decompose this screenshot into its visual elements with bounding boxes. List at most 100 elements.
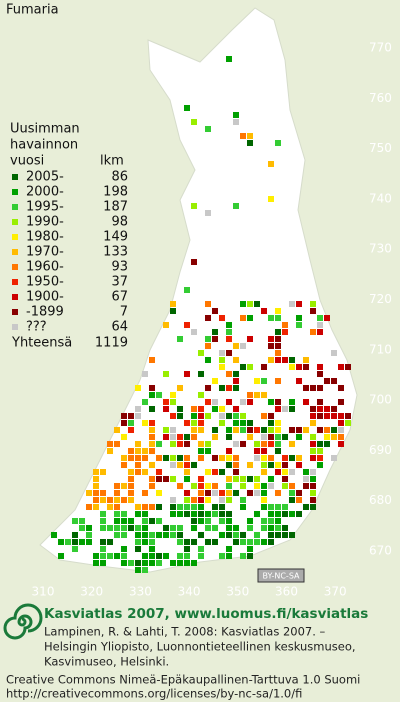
record-dot (296, 490, 302, 496)
record-dot (128, 413, 134, 419)
record-dot (317, 462, 323, 468)
record-dot (205, 413, 211, 419)
record-dot (289, 357, 295, 363)
record-dot (170, 392, 176, 398)
record-dot (205, 336, 211, 342)
record-dot (282, 504, 288, 510)
record-dot (219, 553, 225, 559)
legend-label: 1950- (26, 275, 64, 290)
legend-count: 98 (111, 215, 128, 230)
record-dot (268, 343, 274, 349)
record-dot (93, 483, 99, 489)
record-dot (149, 539, 155, 545)
record-dot (142, 567, 148, 573)
record-dot (198, 518, 204, 524)
record-dot (191, 119, 197, 125)
record-dot (135, 385, 141, 391)
record-dot (170, 427, 176, 433)
record-dot (275, 434, 281, 440)
record-dot (254, 511, 260, 517)
record-dot (191, 420, 197, 426)
record-dot (212, 336, 218, 342)
record-dot (135, 532, 141, 538)
record-dot (310, 329, 316, 335)
record-dot (226, 497, 232, 503)
record-dot (338, 364, 344, 370)
record-dot (212, 539, 218, 545)
north-tick: 710 (369, 342, 392, 356)
record-dot (58, 553, 64, 559)
record-dot (198, 483, 204, 489)
record-dot (240, 427, 246, 433)
record-dot (212, 427, 218, 433)
record-dot (233, 203, 239, 209)
record-dot (233, 406, 239, 412)
record-dot (128, 427, 134, 433)
record-dot (205, 539, 211, 545)
record-dot (310, 483, 316, 489)
record-dot (247, 490, 253, 496)
record-dot (247, 399, 253, 405)
record-dot (289, 532, 295, 538)
record-dot (205, 315, 211, 321)
record-dot (114, 483, 120, 489)
record-dot (296, 301, 302, 307)
record-dot (282, 406, 288, 412)
record-dot (254, 483, 260, 489)
record-dot (233, 539, 239, 545)
record-dot (268, 413, 274, 419)
record-dot (128, 518, 134, 524)
record-dot (261, 469, 267, 475)
record-dot (219, 490, 225, 496)
total-count: 1119 (95, 336, 128, 351)
record-dot (219, 504, 225, 510)
record-dot (233, 462, 239, 468)
total-label: Yhteensä (11, 336, 72, 351)
license-url: http://creativecommons.org/licenses/by-n… (6, 687, 302, 701)
record-dot (282, 329, 288, 335)
record-dot (135, 567, 141, 573)
record-dot (170, 504, 176, 510)
record-dot (184, 539, 190, 545)
record-dot (226, 455, 232, 461)
legend-swatch (12, 174, 18, 180)
record-dot (254, 455, 260, 461)
record-dot (198, 476, 204, 482)
record-dot (233, 455, 239, 461)
record-dot (135, 469, 141, 475)
record-dot (275, 448, 281, 454)
record-dot (205, 490, 211, 496)
record-dot (128, 455, 134, 461)
legend-label: 1970- (26, 245, 64, 260)
record-dot (93, 497, 99, 503)
record-dot (240, 399, 246, 405)
record-dot (261, 308, 267, 314)
legend-swatch (12, 189, 18, 195)
record-dot (226, 322, 232, 328)
record-dot (303, 476, 309, 482)
record-dot (135, 406, 141, 412)
record-dot (289, 301, 295, 307)
north-tick: 760 (369, 91, 392, 105)
record-dot (163, 399, 169, 405)
record-dot (268, 427, 274, 433)
record-dot (296, 322, 302, 328)
record-dot (205, 357, 211, 363)
record-dot (149, 420, 155, 426)
record-dot (226, 385, 232, 391)
record-dot (275, 329, 281, 335)
record-dot (268, 399, 274, 405)
record-dot (149, 532, 155, 538)
record-dot (135, 462, 141, 468)
record-dot (282, 322, 288, 328)
record-dot (268, 476, 274, 482)
record-dot (282, 532, 288, 538)
record-dot (149, 553, 155, 559)
record-dot (198, 553, 204, 559)
record-dot (240, 343, 246, 349)
record-dot (177, 532, 183, 538)
record-dot (177, 525, 183, 531)
record-dot (261, 434, 267, 440)
record-dot (170, 455, 176, 461)
